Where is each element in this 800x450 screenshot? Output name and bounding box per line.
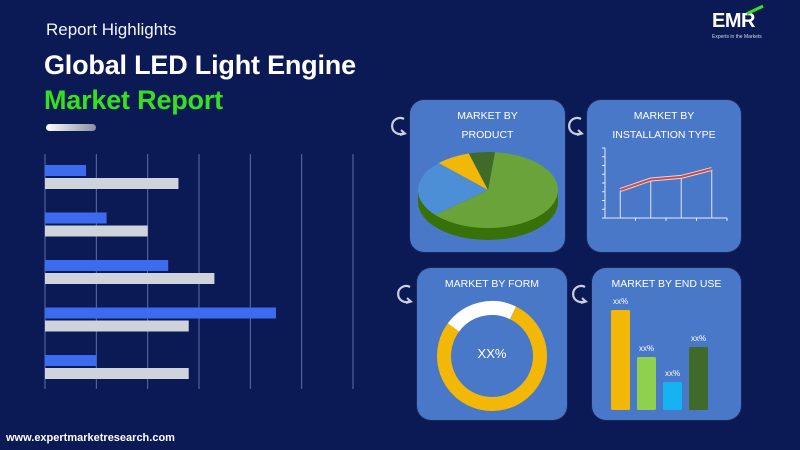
report-title-line2: Market Report	[44, 85, 223, 115]
panel-market-by-installation-type: MARKET BY INSTALLATION TYPE	[587, 100, 741, 252]
installation-title-line1: MARKET BY	[633, 110, 695, 122]
installation-line-chart	[602, 147, 728, 221]
report-title-line1: Global LED Light Engine	[44, 50, 356, 80]
bar	[45, 307, 276, 319]
bar	[45, 260, 169, 271]
donut-slice	[447, 301, 516, 332]
bar	[45, 165, 87, 176]
cycle-arrow-icon	[572, 284, 589, 304]
product-title-line1: MARKET BY	[457, 110, 518, 122]
emr-logo: EMR Experts in the Markets	[712, 4, 784, 44]
cycle-arrow-icon	[391, 116, 408, 136]
bar	[45, 273, 215, 284]
pie-slice	[435, 152, 558, 228]
bar	[663, 382, 682, 410]
cycle-arrow-icon	[397, 284, 414, 304]
report-subtitle: Report Highlights	[46, 20, 177, 39]
installation-title-line2: INSTALLATION TYPE	[612, 129, 716, 141]
bar	[45, 355, 97, 366]
panel-market-by-form: MARKET BY FORM XX%	[417, 268, 567, 420]
end-use-title: MARKET BY END USE	[611, 278, 722, 290]
pie-slice	[438, 153, 488, 190]
bar	[689, 347, 708, 410]
product-title-line2: PRODUCT	[461, 129, 514, 141]
bar	[45, 320, 189, 332]
end-use-bar-chart: xx% xx% xx% xx%	[611, 297, 708, 410]
logo-text: EMR	[712, 10, 755, 32]
form-center-value: XX%	[477, 346, 507, 361]
panel-market-by-product: MARKET BY PRODUCT	[410, 100, 565, 252]
product-pie-chart	[418, 152, 558, 240]
pie-slice	[468, 152, 495, 190]
horizontal-bar-chart	[44, 154, 354, 389]
series-line	[619, 168, 712, 191]
bar	[637, 357, 656, 410]
logo-tagline: Experts in the Markets	[712, 34, 762, 40]
bar	[45, 368, 189, 379]
form-title: MARKET BY FORM	[444, 278, 540, 290]
website-url[interactable]: www.expertmarketresearch.com	[6, 432, 175, 444]
logo-arrow-icon	[746, 4, 768, 25]
donut-slice	[437, 306, 547, 411]
bar	[45, 212, 107, 224]
bar-label: xx%	[639, 344, 654, 353]
panel-market-by-end-use: MARKET BY END USE xx% xx% xx% xx%	[592, 268, 741, 420]
bar-label: xx%	[691, 334, 706, 343]
bar-label: xx%	[613, 297, 628, 306]
cycle-arrow-icon	[568, 116, 585, 136]
form-donut-chart	[437, 301, 547, 411]
bar	[611, 310, 630, 410]
bar-label: xx%	[665, 369, 680, 378]
bar	[45, 178, 179, 189]
bar	[45, 225, 148, 237]
title-accent-bar	[46, 124, 96, 131]
pie-slice	[418, 162, 488, 215]
